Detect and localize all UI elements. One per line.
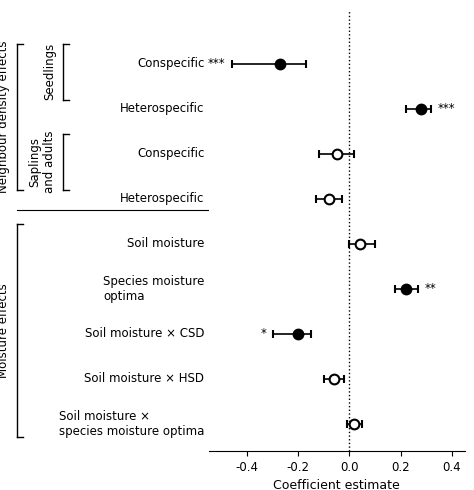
Text: Conspecific: Conspecific [137, 57, 204, 70]
Text: Neighbour density effects: Neighbour density effects [0, 41, 10, 193]
Text: Heterospecific: Heterospecific [120, 102, 204, 115]
Text: Conspecific: Conspecific [137, 147, 204, 160]
Text: ***: *** [208, 57, 225, 70]
Text: *: * [260, 327, 266, 340]
Text: Seedlings: Seedlings [43, 43, 56, 100]
Text: ***: *** [438, 102, 455, 115]
Text: Species moisture
optima: Species moisture optima [103, 275, 204, 303]
Text: Saplings
and adults: Saplings and adults [28, 130, 56, 193]
Text: Heterospecific: Heterospecific [120, 192, 204, 205]
Text: Soil moisture × CSD: Soil moisture × CSD [85, 327, 204, 340]
Text: Soil moisture: Soil moisture [127, 237, 204, 250]
Text: Soil moisture × HSD: Soil moisture × HSD [84, 372, 204, 385]
Text: **: ** [425, 282, 437, 295]
Text: Moisture effects: Moisture effects [0, 283, 10, 378]
X-axis label: Coefficient estimate: Coefficient estimate [273, 479, 400, 490]
Text: Soil moisture ×
species moisture optima: Soil moisture × species moisture optima [59, 410, 204, 438]
